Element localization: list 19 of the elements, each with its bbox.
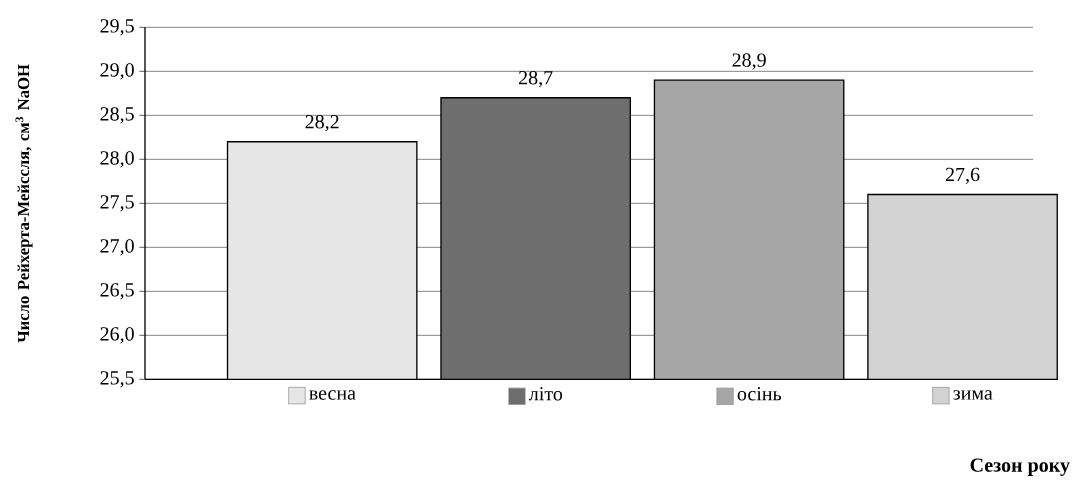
- y-tick-label: 29,5: [100, 19, 134, 36]
- y-tick-label: 26,0: [100, 327, 134, 344]
- data-label: 27,6: [945, 167, 980, 185]
- data-label: 28,9: [732, 53, 766, 70]
- y-tick-label: 28,0: [100, 151, 134, 168]
- y-axis-title: Число Рейхерта-Мейссля, см$^{3}$ NaOH: [15, 64, 33, 343]
- y-tick-label: 26,5: [100, 283, 134, 300]
- data-label: 28,2: [305, 114, 339, 132]
- y-tick-label: 25,5: [100, 371, 134, 388]
- x-tick-label: зима: [953, 390, 993, 400]
- y-tick-label: 27,0: [100, 239, 134, 256]
- y-tick-label: 27,5: [100, 195, 134, 212]
- x-tick-label: осінь: [737, 387, 782, 401]
- x-axis-title: Сезон року: [970, 458, 1070, 476]
- data-label: 28,7: [519, 70, 553, 88]
- y-tick-label: 28,5: [100, 107, 134, 124]
- y-tick-label: 29,0: [100, 63, 134, 80]
- x-tick-label: весна: [309, 390, 356, 400]
- x-tick-label: літо: [529, 387, 563, 401]
